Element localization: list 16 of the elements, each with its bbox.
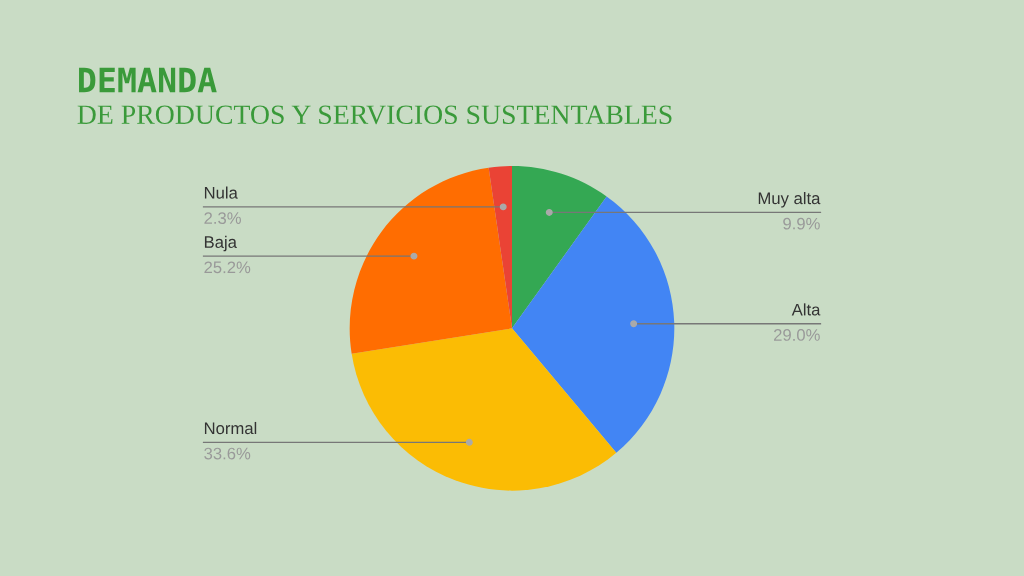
pie-slice bbox=[351, 328, 617, 491]
chart-title: DEMANDA bbox=[79, 67, 217, 93]
pie-slice bbox=[512, 196, 675, 453]
slice-label: Nula bbox=[204, 186, 238, 199]
slice-label: Alta bbox=[791, 303, 821, 316]
data-label: 33.6% bbox=[204, 447, 251, 460]
data-label: 2.3% bbox=[204, 212, 241, 224]
slice-label: Normal bbox=[204, 421, 257, 435]
data-label: 9.9% bbox=[783, 217, 820, 230]
slice-label: Baja bbox=[204, 235, 237, 252]
data-label: 29.0% bbox=[774, 329, 820, 341]
pie-slice bbox=[349, 167, 512, 354]
chart-subtitle: DE PRODUCTOS Y SERVICIOS SUSTENTABLES bbox=[77, 105, 672, 125]
data-label: 25.2% bbox=[204, 261, 251, 274]
pie-slice bbox=[512, 165, 607, 329]
slice-label: Muy alta bbox=[758, 192, 821, 208]
